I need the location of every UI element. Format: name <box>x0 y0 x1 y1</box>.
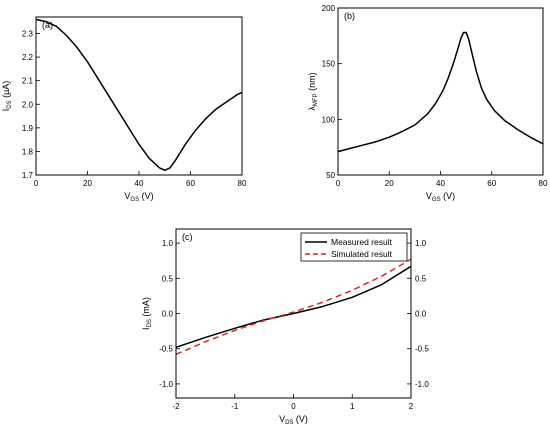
series-line-1 <box>35 18 243 172</box>
x-tick-label: 0 <box>291 402 296 411</box>
x-axis-label: VGS (V) <box>124 191 153 203</box>
x-tick-label: 60 <box>186 179 195 188</box>
plot-frame <box>337 7 544 176</box>
y-tick-label: 1.7 <box>22 171 34 180</box>
x-tick-label: 80 <box>539 179 548 188</box>
y-tick-label-right: 1.0 <box>415 239 427 248</box>
series-line-1 <box>337 31 544 153</box>
panel-label: (c) <box>182 232 193 242</box>
x-tick-label: 20 <box>83 179 92 188</box>
x-tick-label: 1 <box>350 402 355 411</box>
panel-2: 0 20 40 60 80 50 100 150 200 VGS (V) λMFP (nm) (b) <box>307 4 548 203</box>
y-tick-label: -0.5 <box>159 345 173 354</box>
y-axis-label: IDS (mA) <box>141 297 153 330</box>
plot-frame <box>35 16 243 176</box>
legend: Measured result Simulated result <box>300 232 408 262</box>
y-tick-label: 1.9 <box>22 124 34 133</box>
y-tick-label: 1.0 <box>162 239 174 248</box>
x-tick-label: -2 <box>172 402 180 411</box>
y-tick-label-right: -1.0 <box>415 380 429 389</box>
panel-label: (a) <box>42 20 53 30</box>
panel-3: -2 -1 0 1 2 -1.0 -1.0 -0.5 -0.5 0.0 0.0 0.5 0.5 1.0 1.… <box>141 228 429 426</box>
x-tick-label: 20 <box>385 179 394 188</box>
y-tick-label: 2.0 <box>22 100 34 109</box>
panel-1: 0 20 40 60 80 1.7 1.8 1.9 2.0 2.1 2.2 2.3 VGS (V) IDS… <box>1 16 247 203</box>
y-tick-label: 2.3 <box>22 30 34 39</box>
y-tick-label-right: -0.5 <box>415 345 429 354</box>
y-tick-label: 100 <box>322 115 336 124</box>
y-tick-label: 200 <box>322 4 336 13</box>
x-tick-label: 40 <box>436 179 445 188</box>
panel-label: (b) <box>344 11 355 21</box>
x-tick-label: -1 <box>231 402 239 411</box>
legend-box <box>300 232 408 262</box>
legend-label-1: Measured result <box>331 237 393 247</box>
x-axis-label: VGS (V) <box>426 191 455 203</box>
series-line-1 <box>175 265 412 349</box>
x-tick-label: 2 <box>409 402 414 411</box>
y-axis-label: IDS (µA) <box>1 81 13 112</box>
series-line-2 <box>175 258 412 356</box>
legend-label-2: Simulated result <box>331 249 393 259</box>
x-tick-label: 80 <box>238 179 247 188</box>
y-tick-label: 150 <box>322 60 336 69</box>
y-tick-label: 0.5 <box>162 274 174 283</box>
y-tick-label: -1.0 <box>159 380 173 389</box>
x-tick-label: 60 <box>487 179 496 188</box>
y-tick-label: 1.8 <box>22 147 34 156</box>
x-axis-label: VDS (V) <box>279 414 308 426</box>
x-tick-label: 0 <box>34 179 39 188</box>
y-tick-label-right: 0.5 <box>415 274 427 283</box>
y-axis-label: λMFP (nm) <box>307 72 319 110</box>
x-tick-label: 40 <box>135 179 144 188</box>
y-tick-label: 2.2 <box>22 53 34 62</box>
y-tick-label: 0.0 <box>162 310 174 319</box>
x-tick-label: 0 <box>336 179 341 188</box>
y-tick-label-right: 0.0 <box>415 310 427 319</box>
y-tick-label: 2.1 <box>22 77 34 86</box>
y-tick-label: 50 <box>326 171 335 180</box>
